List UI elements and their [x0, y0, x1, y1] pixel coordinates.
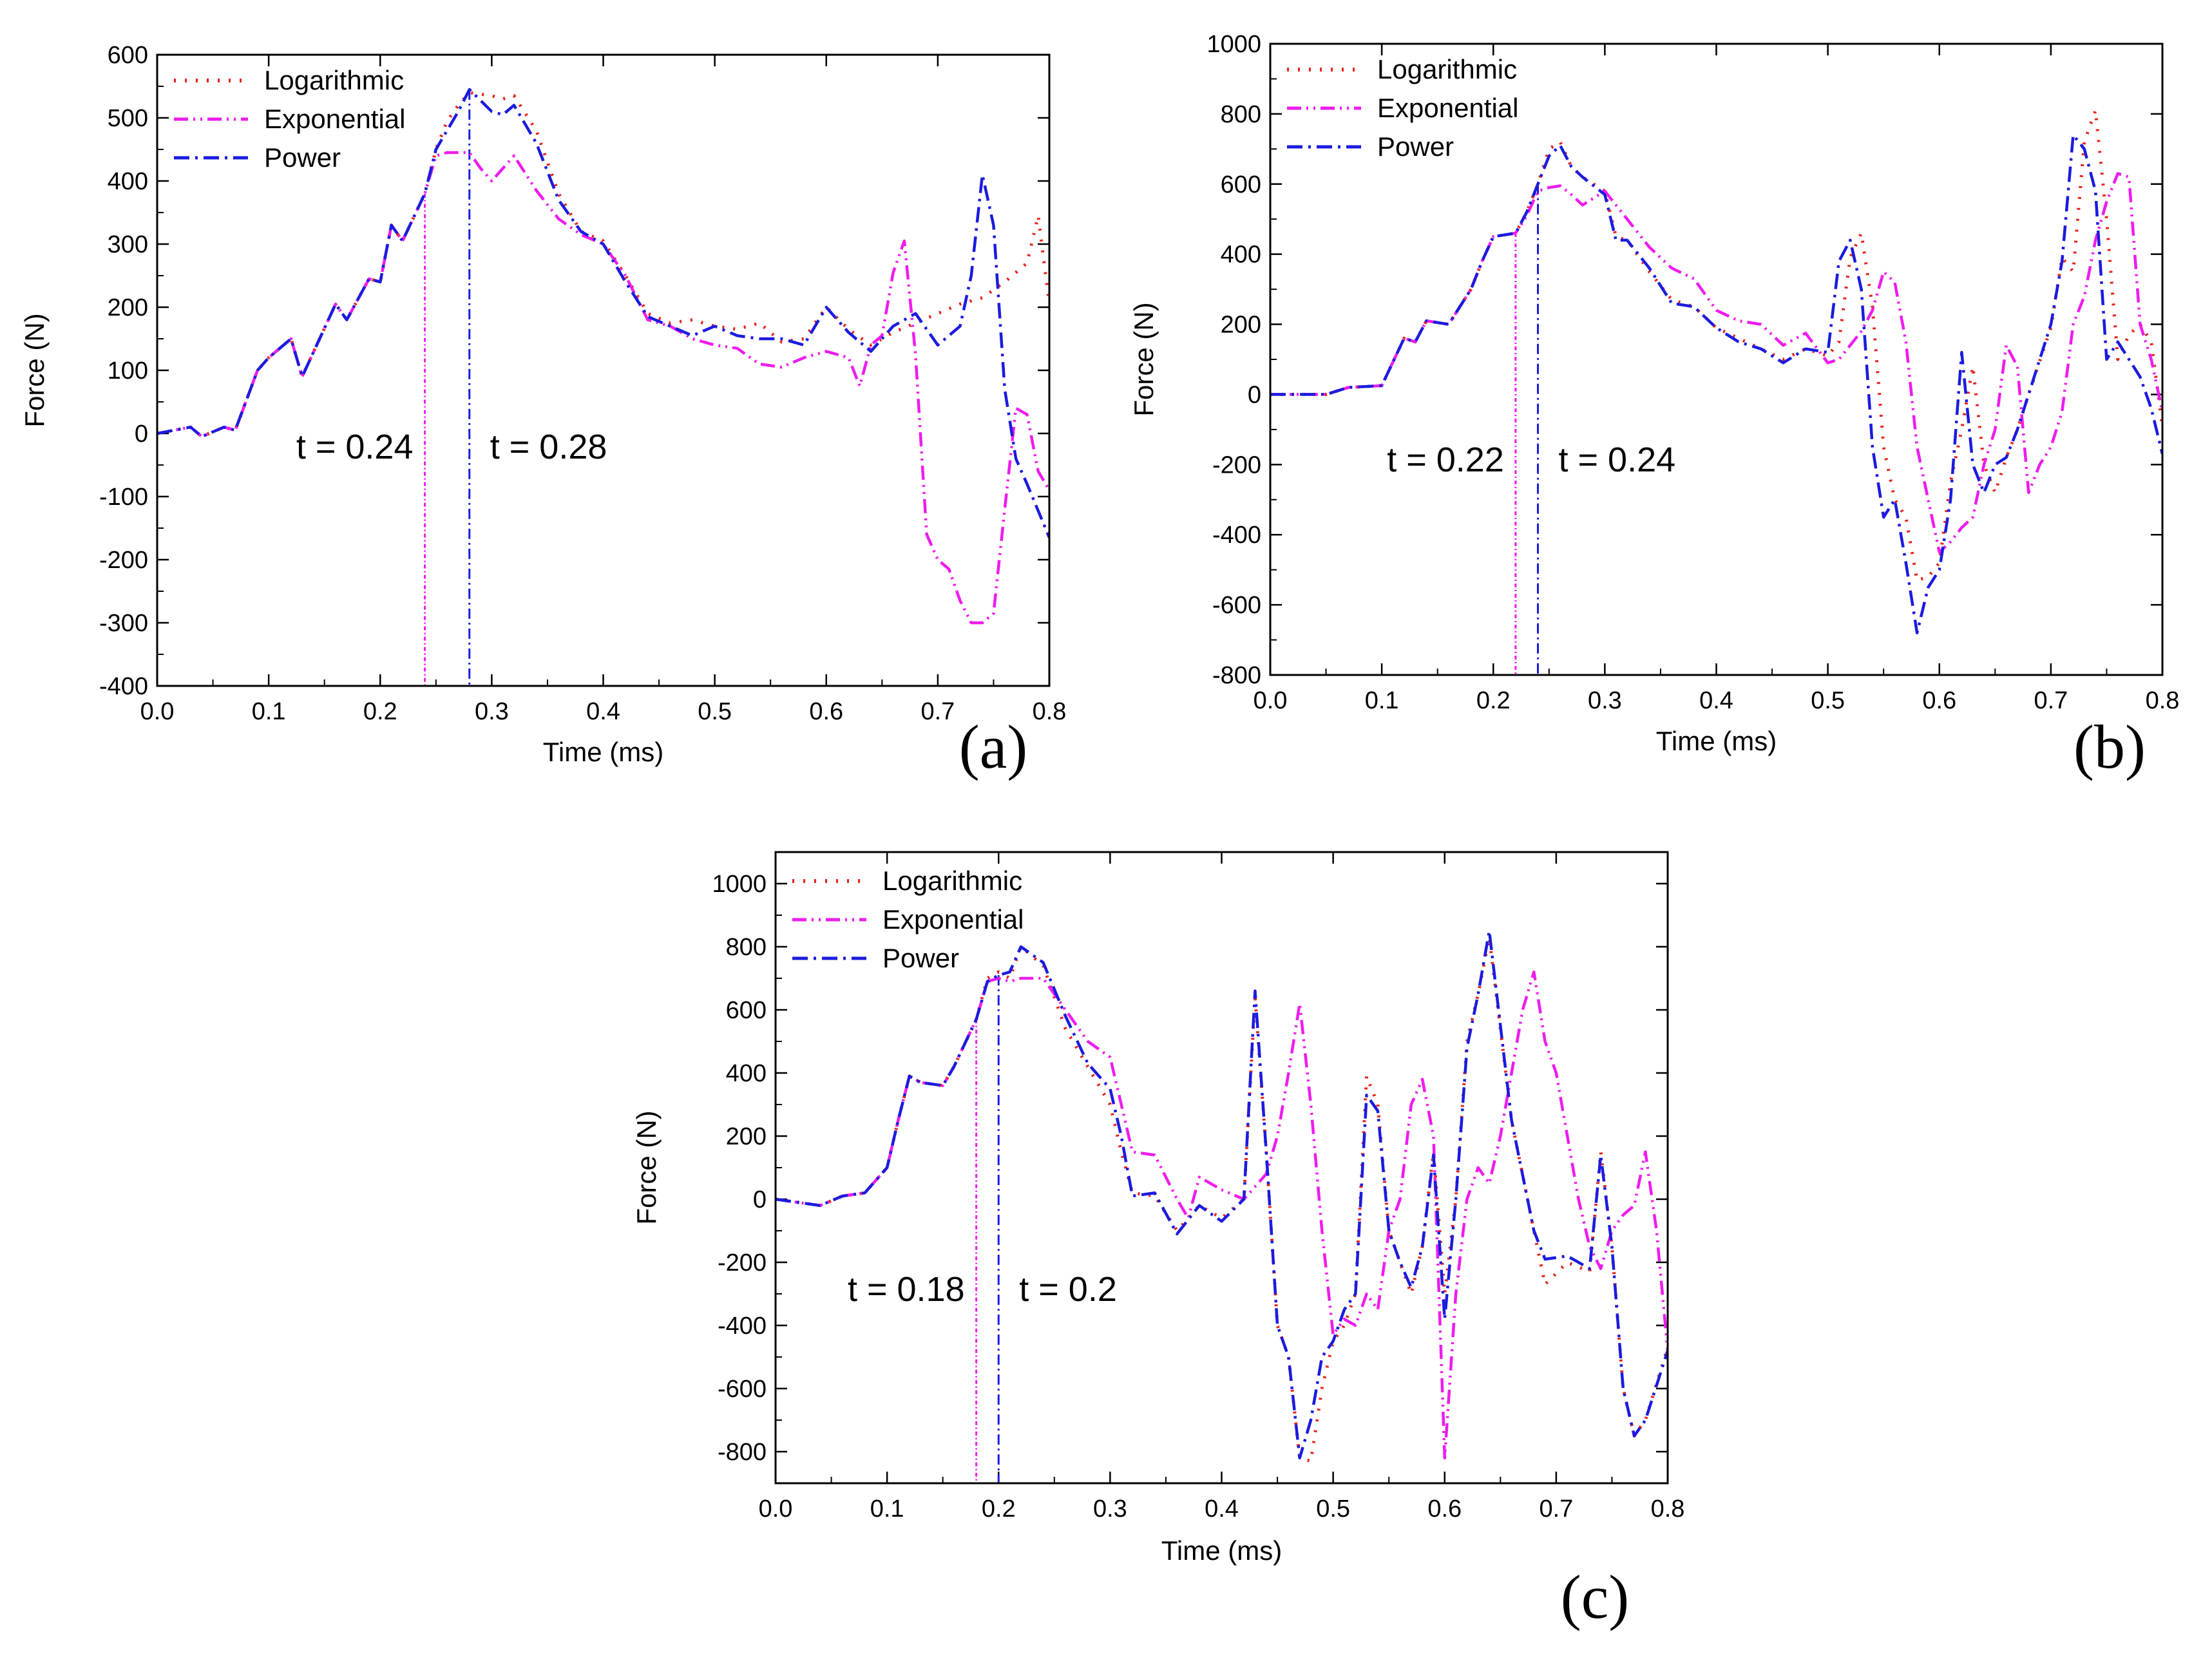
- y-tick-label: 200: [1221, 312, 1261, 339]
- x-axis-label: Time (ms): [1656, 726, 1777, 756]
- x-tick-label: 0.6: [809, 698, 843, 725]
- y-tick-label: 600: [1221, 171, 1261, 198]
- y-tick-label: 1000: [712, 871, 767, 898]
- y-tick-label: 200: [108, 294, 148, 321]
- x-tick-label: 0.2: [982, 1495, 1016, 1523]
- x-tick-label: 0.6: [1922, 687, 1956, 714]
- legend-label: Logarithmic: [882, 866, 1022, 896]
- panel-label: (c): [1561, 1562, 1630, 1631]
- y-tick-label: 800: [726, 934, 767, 961]
- x-tick-label: 0.4: [1205, 1495, 1239, 1523]
- x-tick-label: 0.2: [1476, 687, 1511, 714]
- y-tick-label: 100: [108, 357, 148, 384]
- legend-label: Power: [1377, 131, 1454, 162]
- y-tick-label: -200: [1212, 451, 1261, 479]
- x-tick-label: 0.1: [252, 698, 286, 725]
- x-tick-label: 0.7: [1539, 1495, 1573, 1523]
- y-tick-label: 0: [135, 421, 148, 448]
- x-tick-label: 0.3: [1093, 1495, 1127, 1523]
- time-marker-label: t = 0.28: [490, 428, 607, 466]
- legend-label: Exponential: [882, 904, 1024, 935]
- x-axis-label: Time (ms): [1161, 1535, 1282, 1566]
- y-tick-label: 400: [1221, 242, 1261, 269]
- time-marker-label: t = 0.22: [1387, 441, 1504, 479]
- y-tick-label: 400: [726, 1060, 767, 1087]
- y-tick-label: 400: [108, 168, 148, 195]
- y-tick-label: 1000: [1206, 31, 1261, 58]
- y-axis-label: Force (N): [631, 1110, 662, 1224]
- time-marker-label: t = 0.24: [1559, 441, 1676, 479]
- time-marker-label: t = 0.24: [296, 428, 414, 466]
- y-tick-label: -200: [99, 547, 148, 574]
- x-tick-label: 0.7: [920, 698, 955, 725]
- y-tick-label: -600: [1212, 592, 1261, 619]
- x-tick-label: 0.6: [1427, 1495, 1462, 1523]
- plot-frame: [156, 53, 1051, 687]
- y-tick-label: -100: [99, 484, 148, 511]
- series-line-exponential: [776, 970, 1668, 1460]
- panel-label: (a): [959, 712, 1028, 781]
- y-tick-label: 0: [753, 1186, 767, 1213]
- x-axis-label: Time (ms): [543, 737, 663, 767]
- x-tick-label: 0.3: [1588, 687, 1622, 714]
- x-tick-label: 0.5: [1316, 1495, 1350, 1523]
- y-tick-label: -300: [99, 610, 148, 637]
- y-tick-label: 600: [108, 42, 148, 69]
- y-tick-label: -800: [718, 1439, 767, 1466]
- x-tick-label: 0.0: [140, 698, 175, 725]
- x-tick-label: 0.4: [586, 698, 620, 725]
- y-tick-label: -600: [718, 1376, 767, 1403]
- x-tick-label: 0.2: [363, 698, 397, 725]
- legend-label: Exponential: [1377, 93, 1519, 123]
- y-tick-label: -800: [1212, 662, 1261, 689]
- legend-label: Power: [882, 943, 959, 973]
- chart-panel-a: 0.0 0.1 0.2 0.3 0.4 0.5 0.6 0.7 0.8 -400 -300 -200 -…: [19, 42, 1066, 781]
- x-tick-label: 0.4: [1699, 687, 1733, 714]
- legend-label: Exponential: [264, 104, 406, 134]
- y-axis-label: Force (N): [1129, 302, 1159, 416]
- chart-panel-c: 0.0 0.1 0.2 0.3 0.4 0.5 0.6 0.7 0.8 -800 -600 -400 -…: [631, 851, 1685, 1631]
- x-tick-label: 0.7: [2034, 687, 2068, 714]
- x-tick-label: 0.3: [475, 698, 509, 725]
- legend-label: Logarithmic: [1377, 54, 1517, 84]
- x-tick-label: 0.5: [1811, 687, 1845, 714]
- time-marker-label: t = 0.2: [1019, 1270, 1117, 1309]
- y-tick-label: 600: [726, 997, 767, 1024]
- x-tick-label: 0.8: [1033, 698, 1067, 725]
- plot-frame: [774, 851, 1669, 1485]
- x-tick-label: 0.8: [1651, 1495, 1685, 1523]
- y-tick-label: 0: [1248, 381, 1261, 408]
- y-tick-label: 300: [108, 231, 148, 258]
- y-tick-label: -400: [99, 673, 148, 700]
- y-tick-label: 200: [726, 1123, 767, 1150]
- series-line-exponential: [1270, 172, 2162, 554]
- y-axis-label: Force (N): [19, 313, 50, 427]
- x-tick-label: 0.0: [1254, 687, 1288, 714]
- legend-label: Logarithmic: [264, 65, 404, 95]
- x-tick-label: 0.0: [759, 1495, 793, 1523]
- series-line-power: [776, 929, 1668, 1460]
- x-tick-label: 0.1: [1365, 687, 1399, 714]
- y-tick-label: -400: [718, 1313, 767, 1340]
- series-line-power: [157, 88, 1049, 538]
- panel-label: (b): [2074, 712, 2146, 781]
- legend-label: Power: [264, 142, 341, 173]
- y-tick-label: -200: [718, 1249, 767, 1276]
- y-tick-label: 500: [108, 105, 148, 132]
- time-marker-label: t = 0.18: [848, 1270, 965, 1309]
- x-tick-label: 0.5: [698, 698, 732, 725]
- y-tick-label: -400: [1212, 522, 1261, 549]
- y-tick-label: 800: [1221, 101, 1261, 128]
- x-tick-label: 0.8: [2146, 687, 2180, 714]
- plot-frame: [1269, 43, 2164, 676]
- chart-panel-b: 0.0 0.1 0.2 0.3 0.4 0.5 0.6 0.7 0.8 -800 -600 -400 -…: [1129, 31, 2179, 781]
- x-tick-label: 0.1: [870, 1495, 904, 1523]
